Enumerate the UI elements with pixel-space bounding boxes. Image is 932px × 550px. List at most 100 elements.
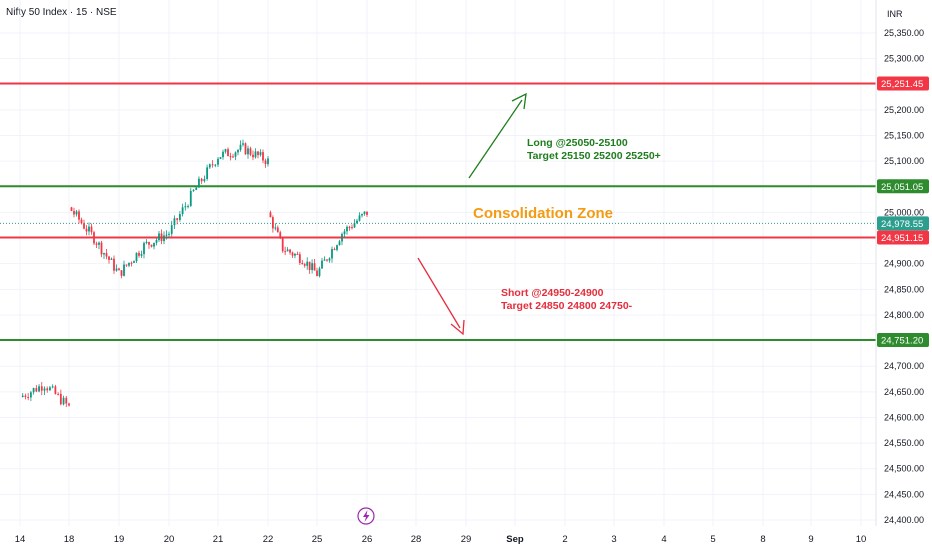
candle-body (333, 248, 336, 250)
candle-body (195, 187, 198, 190)
long-target-text[interactable]: Target 25150 25200 25250+ (527, 150, 661, 162)
current-price-tag-text: 24,978.55 (881, 219, 923, 230)
candle-body (303, 264, 306, 266)
y-tick-label: 24,550.00 (884, 438, 924, 448)
y-tick-label: 24,400.00 (884, 515, 924, 525)
currency-label: INR (887, 9, 903, 19)
candle-body (254, 151, 257, 158)
candle-body (259, 152, 262, 156)
candle-body (108, 256, 110, 260)
x-tick-label: 2 (562, 534, 567, 545)
candle-body (229, 156, 232, 158)
candle-body (65, 397, 68, 404)
candle-body (128, 262, 130, 266)
candle-body (211, 164, 214, 166)
candle-body (361, 213, 363, 216)
candle-body (160, 233, 163, 242)
candle-body (306, 261, 309, 266)
y-tick-label: 24,650.00 (884, 387, 924, 397)
candle-body (103, 253, 105, 255)
candle-body (163, 235, 165, 242)
x-tick-label: 25 (312, 534, 323, 545)
x-tick-label: 19 (114, 534, 125, 545)
candle-body (301, 262, 304, 265)
short-arrow[interactable] (417, 257, 465, 336)
candle-body (298, 254, 301, 263)
candle-body (316, 270, 318, 277)
candle-body (49, 387, 51, 391)
candle-body (206, 167, 209, 179)
candle-body (140, 254, 143, 256)
candle-body (125, 264, 128, 266)
candle-body (32, 388, 35, 393)
candle-body (341, 233, 343, 242)
long-entry-text[interactable]: Long @25050-25100 (527, 137, 628, 149)
candle-body (262, 152, 264, 161)
candle-body (227, 149, 229, 157)
candle-body (237, 149, 239, 153)
x-tick-label: 10 (856, 534, 867, 545)
x-axis[interactable]: 14 18 19 20 21 22 25 26 28 29 Sep 2 3 4 5 8 9 10 (15, 534, 867, 545)
candle-body (187, 206, 189, 208)
candle-body (46, 388, 49, 391)
y-tick-label: 24,850.00 (884, 284, 924, 294)
candle-body (313, 263, 316, 271)
candle-body (83, 223, 85, 229)
candle-body (296, 253, 299, 255)
candle-body (244, 143, 247, 155)
candle-body (35, 388, 38, 392)
candle-body (276, 227, 279, 233)
candle-body (29, 392, 32, 398)
candle-body (257, 151, 259, 156)
candle-body (224, 149, 227, 152)
x-tick-label: 21 (213, 534, 224, 545)
candle-body (38, 386, 40, 392)
x-tick-label: 22 (263, 534, 274, 545)
candle-body (208, 164, 211, 168)
candle-body (150, 244, 153, 247)
y-tick-label: 24,600.00 (884, 412, 924, 422)
candle-body (90, 226, 93, 233)
candle-body (252, 154, 254, 158)
candle-body (57, 393, 60, 395)
candle-body (203, 178, 206, 182)
y-axis[interactable]: 25,350.0025,300.0025,250.0025,200.0025,1… (884, 28, 924, 525)
y-tick-label: 25,150.00 (884, 131, 924, 141)
candle-body (135, 252, 138, 262)
lightning-icon[interactable] (357, 507, 375, 525)
x-tick-label: 18 (64, 534, 75, 545)
short-target-text[interactable]: Target 24850 24800 24750- (501, 300, 633, 312)
long-arrow[interactable] (468, 92, 527, 179)
candle-body (284, 251, 287, 253)
candle-body (356, 220, 358, 224)
y-tick-label: 24,900.00 (884, 259, 924, 269)
candle-body (110, 258, 113, 260)
candle-body (318, 268, 321, 277)
candle-body (200, 178, 203, 182)
candle-body (232, 156, 234, 158)
short-entry-text[interactable]: Short @24950-24900 (501, 287, 604, 299)
candle-body (145, 242, 148, 244)
candle-body (219, 157, 222, 159)
y-tick-label: 25,300.00 (884, 54, 924, 64)
candle-body (286, 249, 289, 252)
chart-title: Nifty 50 Index · 15 · NSE (6, 7, 117, 18)
horizontal-levels[interactable] (0, 82, 876, 341)
candle-body (80, 219, 83, 224)
candle-body (70, 207, 73, 211)
candle-body (267, 158, 269, 165)
candle-body (85, 228, 88, 232)
candle-body (176, 218, 179, 220)
level-price-tag-text: 24,751.20 (881, 335, 923, 346)
x-tick-label: 14 (15, 534, 26, 545)
x-tick-label: 9 (808, 534, 813, 545)
candle-body (130, 262, 133, 264)
candle-body (118, 268, 120, 271)
level-price-tag-text: 25,051.05 (881, 182, 923, 193)
candle-body (336, 245, 338, 250)
x-tick-label: 26 (362, 534, 373, 545)
consolidation-zone-label[interactable]: Consolidation Zone (473, 205, 613, 222)
candle-body (62, 397, 65, 405)
y-tick-label: 25,200.00 (884, 105, 924, 115)
